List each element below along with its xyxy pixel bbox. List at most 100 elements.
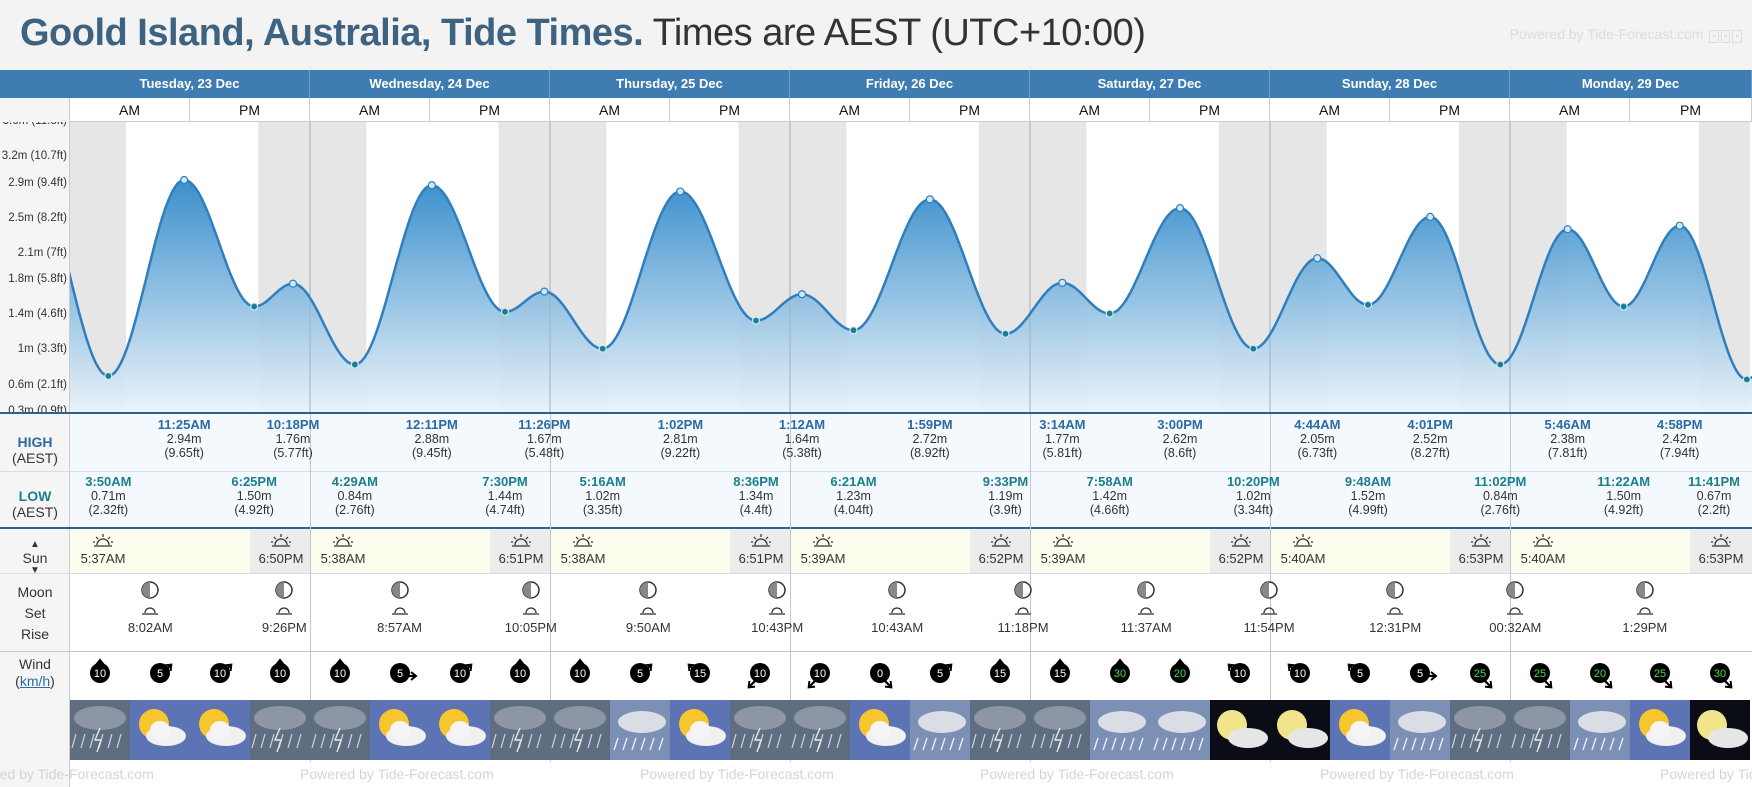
high-tide-time: 1:59PM: [907, 417, 953, 432]
high-tide-height-m: 2.38m: [1550, 432, 1586, 446]
wind-speed: 15: [994, 668, 1006, 680]
low-tide-event: 9:48AM 1.52m (4.99ft): [1332, 475, 1404, 518]
day-header: Saturday, 27 Dec: [1030, 70, 1270, 98]
low-tide-point[interactable]: [250, 302, 259, 311]
high-tz-label: (AEST): [12, 450, 58, 466]
moon-phase-icon: [1137, 581, 1155, 599]
high-tide-point[interactable]: [1426, 212, 1435, 222]
sunset-event: 6:51PM: [486, 533, 556, 566]
moon-time: 11:18PM: [997, 620, 1049, 635]
high-tide-event: 1:12AM 1.64m (5.38ft): [766, 418, 838, 461]
weather-cell: [850, 700, 910, 760]
y-tick-label: 0.6m (2.1ft): [8, 378, 67, 391]
powered-by-top[interactable]: Powered by Tide-Forecast.com ▪ ▪ ▪: [1510, 26, 1742, 43]
moon-row-label: Moon Set Rise: [0, 582, 70, 645]
high-tide-point[interactable]: [925, 195, 934, 204]
wind-indicator: 15: [1035, 658, 1085, 688]
high-tide-point[interactable]: [676, 187, 685, 196]
high-tide-point[interactable]: [1675, 221, 1684, 230]
low-tide-point[interactable]: [350, 360, 359, 369]
moon-phase-icon: [639, 581, 658, 599]
low-tide-time: 7:30PM: [482, 474, 528, 489]
sunrise-time: 5:38AM: [320, 551, 366, 566]
low-tide-point[interactable]: [1496, 360, 1505, 369]
wind-indicator: 10: [255, 658, 305, 688]
high-tide-point[interactable]: [540, 287, 549, 296]
high-tide-point[interactable]: [1058, 278, 1067, 287]
low-tide-point[interactable]: [1363, 300, 1373, 309]
moon-rise-label: Rise: [20, 626, 49, 642]
wind-indicator: 10: [495, 658, 545, 688]
powered-by-watermark: Powered by Tide-Forecast.com: [0, 766, 154, 782]
low-tide-height-m: 0.84m: [337, 489, 373, 503]
low-tide-point[interactable]: [1105, 309, 1114, 318]
sunset-event: 6:51PM: [726, 533, 796, 566]
moon-cloud-icon: [1270, 700, 1330, 760]
low-tide-height-ft: (3.9ft): [989, 503, 1022, 517]
moon-time: 10:43PM: [751, 620, 804, 635]
wind-arrow-icon: 10: [90, 658, 110, 683]
weather-cell: [1630, 700, 1690, 760]
sunrise-icon: [573, 534, 593, 547]
high-tide-time: 4:44AM: [1294, 417, 1341, 432]
moon-cloud-icon: [1690, 700, 1750, 760]
low-tide-point[interactable]: [1619, 302, 1628, 311]
tide-chart: [70, 122, 1752, 412]
moon-phase-icon: [1506, 581, 1525, 599]
storm-icon: [970, 700, 1030, 760]
weather-cell: [910, 700, 970, 760]
sun-cloud-icon: [370, 700, 430, 760]
low-tide-point[interactable]: [1249, 344, 1258, 353]
low-tide-point[interactable]: [849, 326, 858, 335]
low-tide-point[interactable]: [751, 316, 761, 325]
high-tide-point[interactable]: [180, 175, 189, 185]
low-tide-point[interactable]: [1001, 329, 1010, 338]
high-tide-point[interactable]: [1313, 254, 1322, 263]
moon-phase-icon: [888, 581, 906, 599]
day-header: Friday, 26 Dec: [790, 70, 1030, 98]
wind-unit-link[interactable]: km/h: [19, 673, 51, 689]
wind-arrow-icon: 5: [150, 663, 173, 683]
day-header: Tuesday, 23 Dec: [70, 70, 310, 98]
sunset-icon-wrap: [1686, 533, 1752, 551]
high-tide-point[interactable]: [797, 290, 807, 299]
wind-indicator: 5: [1335, 658, 1385, 688]
high-tide-height-m: 1.76m: [275, 432, 311, 446]
low-tide-point[interactable]: [500, 307, 510, 316]
moon-rs-wrap: [1116, 604, 1176, 620]
low-tide-time: 11:41PM: [1687, 474, 1741, 489]
weather-cell: [1450, 700, 1510, 760]
high-tide-time: 12:11PM: [405, 417, 458, 432]
header-band: [0, 70, 70, 98]
wind-speed: 15: [694, 668, 706, 680]
high-tide-event: 11:26PM 1.67m (5.48ft): [508, 418, 580, 461]
high-tide-height-ft: (6.73ft): [1297, 446, 1338, 460]
wind-arrow-icon: 20: [1170, 658, 1190, 683]
wind-speed: 25: [1534, 668, 1546, 680]
powered-by-text: Powered by Tide-Forecast.com: [1509, 26, 1704, 42]
low-tide-height-ft: (2.76ft): [1480, 503, 1521, 517]
sun-cloud-icon: [130, 700, 190, 760]
low-tide-point[interactable]: [104, 371, 113, 381]
high-row-label: HIGH (AEST): [0, 434, 70, 466]
badge-icon: ▪: [1732, 30, 1742, 43]
high-tide-point[interactable]: [288, 279, 298, 288]
wind-speed: 15: [1054, 668, 1066, 680]
high-tide-event: 1:02PM 2.81m (9.22ft): [644, 418, 716, 461]
wind-arrow-icon: 10: [330, 658, 350, 683]
wind-indicator: 30: [1095, 658, 1145, 688]
low-tide-point[interactable]: [1742, 375, 1751, 384]
sunset-icon-wrap: [966, 533, 1036, 551]
high-tide-time: 5:46AM: [1544, 417, 1591, 432]
low-tide-point[interactable]: [598, 344, 607, 353]
low-tide-height-ft: (3.34ft): [1233, 503, 1274, 517]
sunrise-icon-wrap: [1508, 533, 1578, 551]
high-tide-point[interactable]: [427, 181, 436, 190]
high-tide-point[interactable]: [1175, 204, 1185, 213]
pm-label: PM: [1150, 98, 1270, 122]
high-tide-point[interactable]: [1563, 225, 1572, 234]
moon-rs-wrap: [370, 604, 430, 620]
sunset-icon: [991, 534, 1011, 547]
high-tide-height-m: 2.52m: [1412, 432, 1448, 446]
wind-indicator: 25: [1515, 658, 1565, 689]
